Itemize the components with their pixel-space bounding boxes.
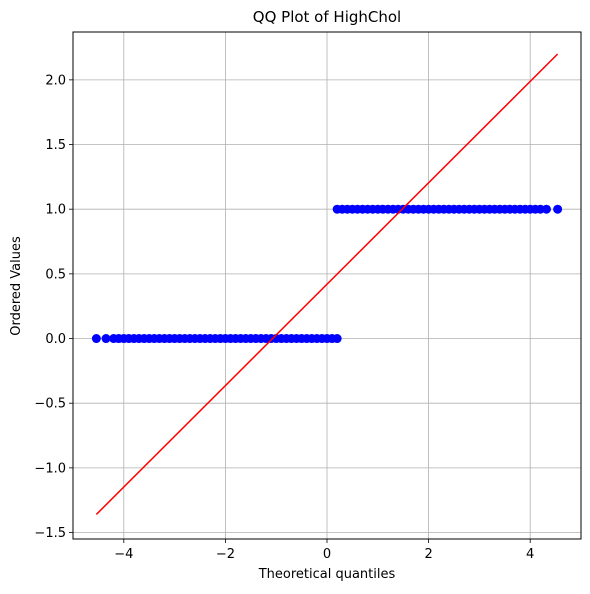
y-tick-label: 0.5 — [45, 267, 66, 282]
data-point — [332, 334, 342, 344]
y-tick-label: 0.0 — [45, 332, 66, 347]
data-point — [541, 204, 551, 214]
y-tick-label: 1.0 — [45, 203, 66, 218]
y-tick-label: −0.5 — [34, 397, 66, 412]
grid — [73, 32, 581, 539]
y-tick-label: −1.5 — [34, 526, 66, 541]
x-tick-label: 4 — [526, 547, 534, 562]
y-tick-label: −1.0 — [34, 461, 66, 476]
x-tick-label: −4 — [114, 547, 133, 562]
x-tick-label: 2 — [424, 547, 432, 562]
x-tick-label: 0 — [323, 547, 331, 562]
y-tick-label: 1.5 — [45, 138, 66, 153]
y-axis-label: Ordered Values — [9, 236, 24, 336]
data-point — [553, 204, 563, 214]
data-point — [91, 334, 101, 344]
y-tick-label: 2.0 — [45, 73, 66, 88]
chart-title: QQ Plot of HighChol — [253, 8, 401, 26]
x-tick-label: −2 — [216, 547, 235, 562]
x-axis-label: Theoretical quantiles — [258, 567, 396, 582]
reference-line — [95, 53, 559, 515]
data-point — [101, 334, 111, 344]
plot-data — [91, 53, 563, 515]
ticks: −4 −2 0 2 4 −1.5 −1.0 −0.5 0.0 0.5 1.0 1.5 2.0 — [34, 73, 534, 562]
